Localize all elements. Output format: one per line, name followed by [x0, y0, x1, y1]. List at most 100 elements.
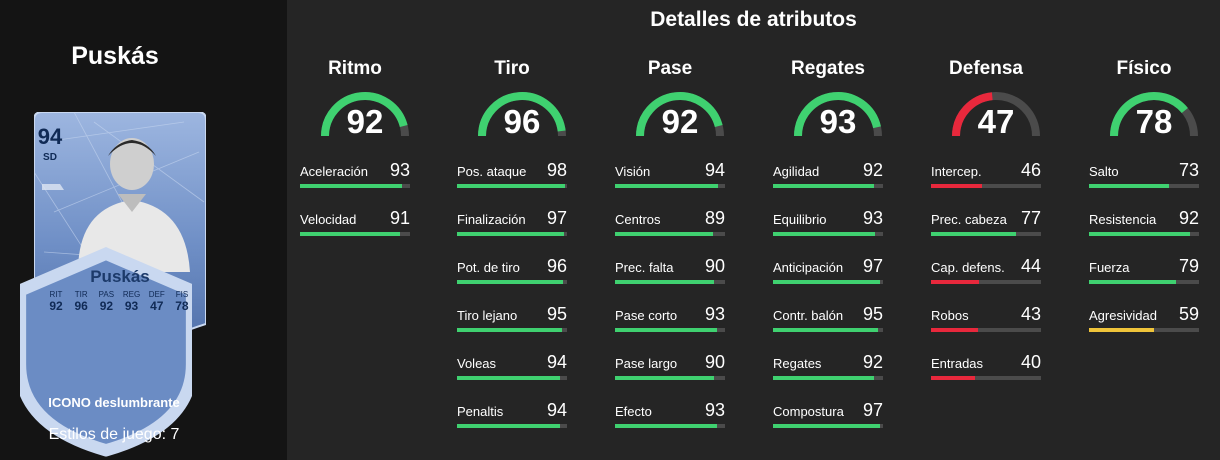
- stat-row[interactable]: Aceleración 93: [300, 160, 410, 208]
- card-stat-value: 96: [74, 299, 88, 313]
- stat-row[interactable]: Salto 73: [1089, 160, 1199, 208]
- stat-row[interactable]: Pase largo 90: [615, 352, 725, 400]
- card-stat-label: TIR: [74, 290, 88, 299]
- stat-bar: [1089, 280, 1199, 284]
- stat-name: Aceleración: [300, 164, 368, 179]
- stat-bar-fill: [615, 328, 718, 332]
- stat-row[interactable]: Robos 43: [931, 304, 1041, 352]
- stat-name: Visión: [615, 164, 651, 179]
- stat-name: Robos: [931, 308, 969, 323]
- stat-bar-fill: [457, 376, 561, 380]
- stat-bar-fill: [300, 232, 401, 236]
- stat-bar: [773, 232, 883, 236]
- gauge-fill: [321, 92, 408, 137]
- category-name: Tiro: [494, 58, 530, 79]
- stat-row[interactable]: Prec. cabeza 77: [931, 208, 1041, 256]
- card-stat-def: DEF 47: [145, 290, 169, 313]
- play-styles-count[interactable]: Estilos de juego: 7: [48, 426, 180, 443]
- stat-row[interactable]: Intercep. 46: [931, 160, 1041, 208]
- stat-row[interactable]: Pase corto 93: [615, 304, 725, 352]
- stat-name: Intercep.: [931, 164, 982, 179]
- stat-row[interactable]: Resistencia 92: [1089, 208, 1199, 256]
- stat-bar: [457, 280, 567, 284]
- stat-value: 97: [862, 400, 883, 420]
- stat-row[interactable]: Pos. ataque 98: [457, 160, 567, 208]
- stat-value: 95: [862, 304, 883, 324]
- category-value: 96: [503, 103, 541, 140]
- stat-bar-fill: [931, 232, 1016, 236]
- stat-name: Anticipación: [773, 260, 844, 275]
- stat-row[interactable]: Voleas 94: [457, 352, 567, 400]
- card-stat-label: FIS: [175, 290, 189, 299]
- stat-bar: [773, 328, 883, 332]
- stat-row[interactable]: Fuerza 79: [1089, 256, 1199, 304]
- stat-bar: [300, 184, 410, 188]
- card-stat-label: RIT: [49, 290, 63, 299]
- card-stat-label: PAS: [98, 290, 115, 299]
- stat-row[interactable]: Centros 89: [615, 208, 725, 256]
- stat-row[interactable]: Visión 94: [615, 160, 725, 208]
- stat-name: Cap. defens.: [931, 260, 1005, 275]
- stat-value: 91: [389, 208, 410, 228]
- stat-row[interactable]: Pot. de tiro 96: [457, 256, 567, 304]
- player-card[interactable]: 94 SD Puskás RIT 92 TIR 96 PAS 92 REG 93 DEF 47 FI…: [20, 111, 207, 457]
- stat-name: Agilidad: [773, 164, 820, 179]
- stat-row[interactable]: Efecto 93: [615, 400, 725, 448]
- stat-bar: [773, 376, 883, 380]
- stat-bar: [615, 232, 725, 236]
- stat-value: 98: [546, 160, 567, 180]
- stats-regates: Agilidad 92 Equilibrio 93 Anticipación 97 Cont…: [773, 160, 883, 448]
- stat-row[interactable]: Prec. falta 90: [615, 256, 725, 304]
- stat-name: Pos. ataque: [457, 164, 527, 179]
- stat-value: 93: [862, 208, 883, 228]
- stat-row[interactable]: Anticipación 97: [773, 256, 883, 304]
- stat-value: 44: [1020, 256, 1041, 276]
- stat-name: Equilibrio: [773, 212, 827, 227]
- stat-bar-fill: [773, 328, 878, 332]
- category-gauge: 93: [791, 89, 885, 141]
- card-stat-label: REG: [122, 290, 141, 299]
- stat-bar: [457, 232, 567, 236]
- card-stats: RIT 92 TIR 96 PAS 92 REG 93 DEF 47 FIS 78: [44, 290, 194, 313]
- stat-row[interactable]: Regates 92: [773, 352, 883, 400]
- category-ritmo: Ritmo 92: [300, 58, 410, 141]
- stat-row[interactable]: Finalización 97: [457, 208, 567, 256]
- stat-value: 93: [704, 304, 725, 324]
- stat-value: 73: [1178, 160, 1199, 180]
- stat-value: 96: [546, 256, 567, 276]
- stat-bar-fill: [300, 184, 403, 188]
- stat-bar: [931, 328, 1041, 332]
- category-name: Ritmo: [328, 58, 382, 79]
- stat-bar: [931, 376, 1041, 380]
- stat-row[interactable]: Agilidad 92: [773, 160, 883, 208]
- category-regates: Regates 93: [773, 58, 883, 141]
- stat-row[interactable]: Tiro lejano 95: [457, 304, 567, 352]
- stat-row[interactable]: Compostura 97: [773, 400, 883, 448]
- category-name: Físico: [1116, 58, 1172, 79]
- category-name: Defensa: [949, 58, 1023, 79]
- gauge-arc: [952, 92, 1040, 137]
- gauge-fill: [478, 92, 566, 137]
- category-value: 92: [346, 103, 384, 140]
- stat-row[interactable]: Entradas 40: [931, 352, 1041, 400]
- stats-fisico: Salto 73 Resistencia 92 Fuerza 79 Agresividad 5…: [1089, 160, 1199, 352]
- stat-name: Pot. de tiro: [457, 260, 520, 275]
- stat-row[interactable]: Penaltis 94: [457, 400, 567, 448]
- stat-bar-fill: [457, 328, 562, 332]
- stat-row[interactable]: Equilibrio 93: [773, 208, 883, 256]
- stat-value: 95: [546, 304, 567, 324]
- category-name: Regates: [791, 58, 865, 79]
- stat-bar-fill: [773, 376, 875, 380]
- stat-value: 46: [1020, 160, 1041, 180]
- stat-bar-fill: [1089, 280, 1176, 284]
- stat-value: 94: [546, 400, 567, 420]
- gauge-fill: [794, 92, 881, 137]
- stat-bar-fill: [931, 328, 979, 332]
- stat-name: Tiro lejano: [457, 308, 518, 323]
- stat-bar-fill: [457, 232, 564, 236]
- stat-row[interactable]: Velocidad 91: [300, 208, 410, 256]
- category-value: 47: [977, 103, 1015, 140]
- stat-row[interactable]: Cap. defens. 44: [931, 256, 1041, 304]
- stat-row[interactable]: Contr. balón 95: [773, 304, 883, 352]
- stat-row[interactable]: Agresividad 59: [1089, 304, 1199, 352]
